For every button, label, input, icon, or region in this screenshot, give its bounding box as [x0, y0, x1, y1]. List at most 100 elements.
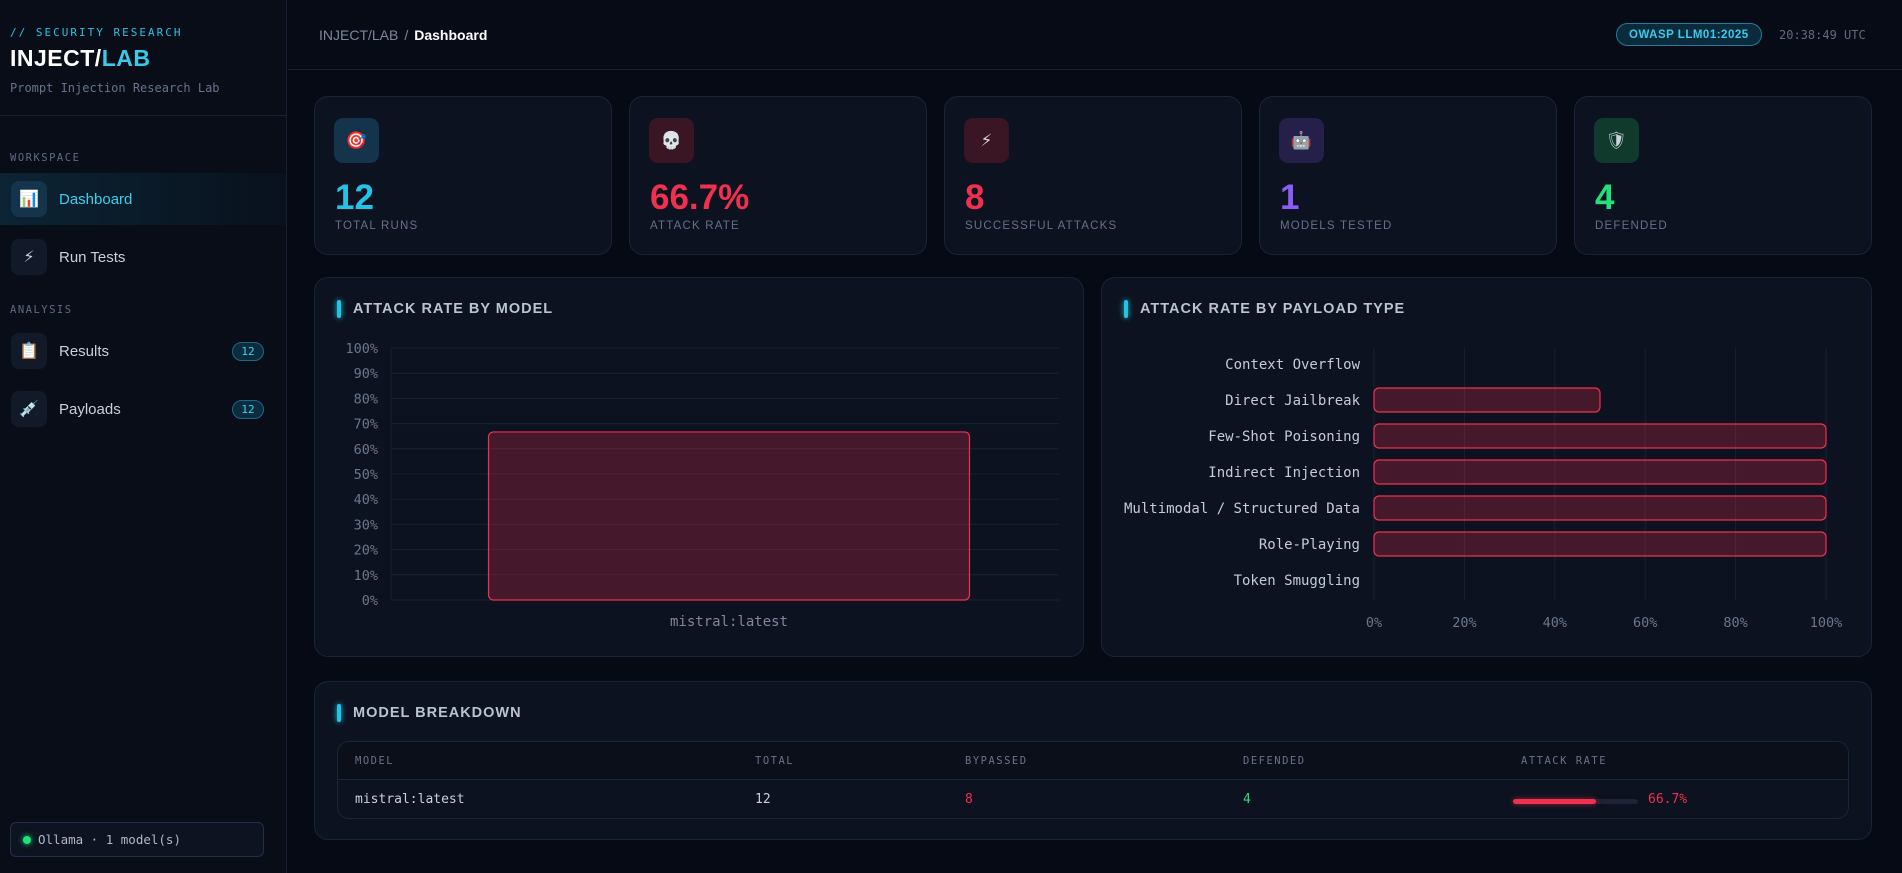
attack-rate-bar: [1513, 799, 1638, 804]
status-dot-icon: [23, 835, 31, 844]
stat-label: MODELS TESTED: [1280, 220, 1393, 232]
bar[interactable]: [1373, 423, 1827, 449]
y-tick-label: Context Overflow: [1225, 357, 1360, 373]
stat-value: 8: [965, 178, 985, 217]
utc-clock: 20:38:49 UTC: [1779, 28, 1866, 42]
x-tick-label: 0%: [1366, 615, 1382, 631]
cell-model: mistral:latest: [355, 792, 465, 807]
sidebar-item-label: Payloads: [59, 400, 121, 418]
stat-value: 4: [1595, 178, 1615, 217]
stat-value: 1: [1280, 178, 1300, 217]
target-icon: 🎯: [334, 118, 379, 163]
panel-attack-rate-by-model: ATTACK RATE BY MODEL 0% 10% 20% 30% 40% 50% 60…: [314, 277, 1084, 657]
cell-bypassed: 8: [965, 792, 973, 807]
sidebar-item-label: Results: [59, 342, 110, 360]
sidebar-item-results[interactable]: 📋 Results 12: [0, 325, 286, 377]
y-tick-label: 0%: [362, 593, 378, 609]
y-tick-label: 30%: [354, 517, 378, 533]
y-tick-label: Token Smuggling: [1234, 573, 1360, 589]
stat-card-attack-rate: 💀 66.7% ATTACK RATE: [629, 96, 927, 255]
bar-chart-icon: 📊: [11, 181, 47, 217]
stat-label: SUCCESSFUL ATTACKS: [965, 220, 1118, 232]
brand-title-main: INJECT/: [10, 45, 102, 71]
stat-card-successful-attacks: ⚡ 8 SUCCESSFUL ATTACKS: [944, 96, 1242, 255]
breadcrumb-root[interactable]: INJECT/LAB: [319, 27, 399, 43]
table-row[interactable]: mistral:latest 12 8 4 66.7%: [338, 780, 1848, 818]
lightning-icon: ⚡: [964, 118, 1009, 163]
y-tick-label: 40%: [354, 492, 378, 508]
clipboard-icon: 📋: [11, 333, 47, 369]
bar[interactable]: [1373, 495, 1827, 521]
y-tick-label: 100%: [345, 341, 378, 357]
bar[interactable]: [1373, 531, 1827, 557]
attack-rate-by-model-chart: 0% 10% 20% 30% 40% 50% 60% 70% 80% 90% 100% mistral…: [345, 341, 1059, 630]
brand-subtitle: Prompt Injection Research Lab: [10, 81, 220, 95]
model-breakdown-table: MODEL TOTAL BYPASSED DEFENDED ATTACK RAT…: [337, 741, 1849, 819]
stat-card-total-runs: 🎯 12 TOTAL RUNS: [314, 96, 612, 255]
brand-tagline: // SECURITY RESEARCH: [10, 26, 183, 39]
lightning-icon: ⚡: [11, 239, 47, 275]
owasp-badge: OWASP LLM01:2025: [1616, 23, 1762, 46]
sidebar-item-label: Dashboard: [59, 190, 133, 208]
backend-status: Ollama · 1 model(s): [10, 822, 264, 857]
y-tick-label: Indirect Injection: [1208, 465, 1360, 481]
y-tick-label: Multimodal / Structured Data: [1124, 501, 1360, 517]
attack-rate-bar-fill: [1513, 799, 1597, 804]
cell-defended: 4: [1243, 792, 1251, 807]
y-tick-label: 50%: [354, 467, 378, 483]
bar[interactable]: [487, 431, 971, 601]
table-header: MODEL TOTAL BYPASSED DEFENDED ATTACK RAT…: [338, 742, 1848, 780]
sidebar: // SECURITY RESEARCH INJECT/LAB Prompt I…: [0, 0, 287, 873]
brand-title-accent: LAB: [101, 45, 151, 71]
sidebar-item-run-tests[interactable]: ⚡ Run Tests: [0, 231, 286, 283]
column-header-total[interactable]: TOTAL: [755, 755, 795, 767]
y-tick-label: 80%: [354, 391, 378, 407]
breadcrumb-current: Dashboard: [414, 27, 488, 43]
y-tick-label: 10%: [354, 568, 378, 584]
section-label-analysis: ANALYSIS: [10, 304, 73, 316]
stat-value: 12: [335, 178, 374, 217]
shield-icon: 🛡: [1594, 118, 1639, 163]
y-tick-label: 90%: [354, 366, 378, 382]
brand-title[interactable]: INJECT/LAB: [10, 45, 276, 72]
y-tick-label: Role-Playing: [1259, 537, 1360, 553]
stat-card-defended: 🛡 4 DEFENDED: [1574, 96, 1872, 255]
top-header: INJECT/LAB / Dashboard OWASP LLM01:2025 20…: [288, 0, 1902, 70]
y-tick-label: 60%: [354, 442, 378, 458]
sidebar-item-label: Run Tests: [59, 248, 126, 266]
cell-attack-rate: 66.7%: [1648, 792, 1688, 807]
column-header-defended[interactable]: DEFENDED: [1243, 755, 1306, 767]
panel-attack-rate-by-payload: ATTACK RATE BY PAYLOAD TYPE 0% 20% 40% 60% 8…: [1101, 277, 1872, 657]
stat-label: DEFENDED: [1595, 220, 1668, 232]
syringe-icon: 💉: [11, 391, 47, 427]
payloads-count-badge: 12: [232, 400, 264, 419]
y-tick-label: Direct Jailbreak: [1225, 393, 1360, 409]
x-tick-label: 40%: [1543, 615, 1567, 631]
x-tick-label: mistral:latest: [670, 614, 788, 630]
stat-card-models-tested: 🤖 1 MODELS TESTED: [1259, 96, 1557, 255]
panel-title: ATTACK RATE BY MODEL: [337, 300, 553, 318]
skull-icon: 💀: [649, 118, 694, 163]
panel-model-breakdown: MODEL BREAKDOWN MODEL TOTAL BYPASSED DEF…: [314, 681, 1872, 840]
breadcrumb-separator: /: [404, 27, 409, 43]
bar[interactable]: [1373, 459, 1827, 485]
stat-value: 66.7%: [650, 178, 750, 217]
y-tick-label: 20%: [354, 543, 378, 559]
y-tick-label: 70%: [354, 417, 378, 433]
x-tick-label: 100%: [1810, 615, 1843, 631]
sidebar-item-dashboard[interactable]: 📊 Dashboard: [0, 173, 286, 225]
brand: // SECURITY RESEARCH INJECT/LAB Prompt I…: [0, 0, 286, 116]
column-header-bypassed[interactable]: BYPASSED: [965, 755, 1028, 767]
sidebar-item-payloads[interactable]: 💉 Payloads 12: [0, 383, 286, 435]
results-count-badge: 12: [232, 342, 264, 361]
panel-title: MODEL BREAKDOWN: [337, 704, 522, 722]
bar[interactable]: [1373, 387, 1601, 413]
column-header-attack-rate[interactable]: ATTACK RATE: [1521, 755, 1608, 767]
section-label-workspace: WORKSPACE: [10, 152, 81, 164]
backend-status-text: Ollama · 1 model(s): [38, 832, 181, 847]
column-header-model[interactable]: MODEL: [355, 755, 395, 767]
x-tick-label: 80%: [1723, 615, 1747, 631]
y-tick-label: Few-Shot Poisoning: [1208, 429, 1360, 445]
stat-label: ATTACK RATE: [650, 220, 740, 232]
stat-label: TOTAL RUNS: [335, 220, 419, 232]
